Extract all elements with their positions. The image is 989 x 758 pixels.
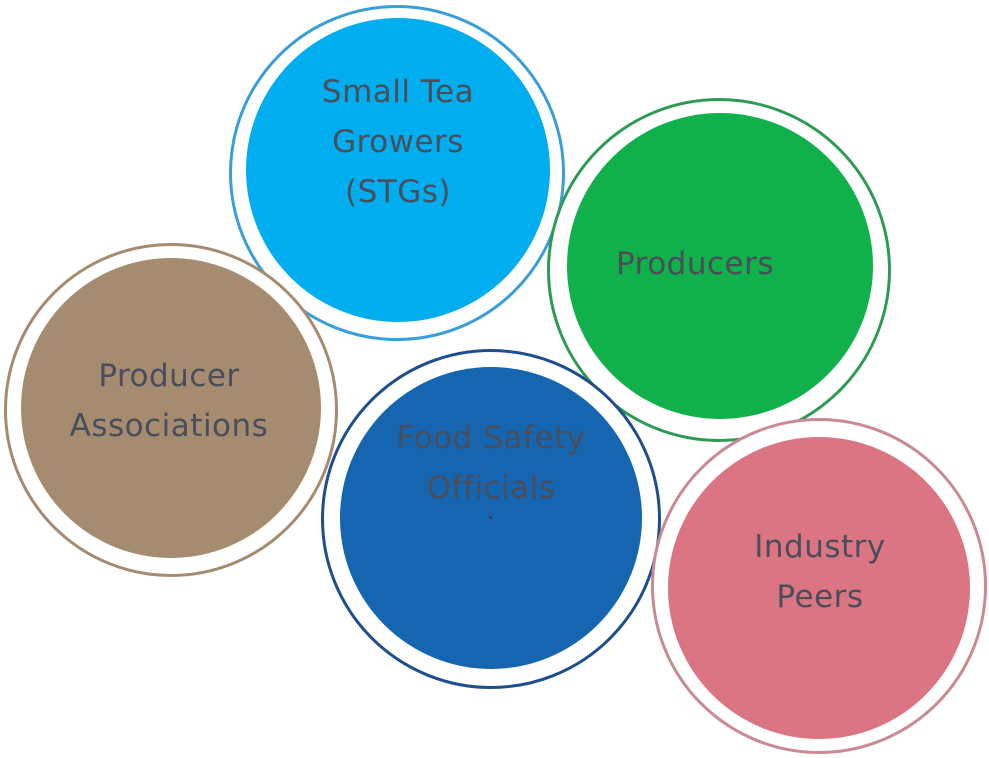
node-disc [246,18,550,322]
node-label: Industry Peers [754,529,886,615]
node-disc [567,113,873,419]
node-label: Producer Associations [69,358,269,444]
node-label: Food Safety Officials [396,420,586,506]
node-disc [668,437,970,739]
node-disc [21,258,321,558]
node-label: Producers [615,246,775,282]
decorative-dot [489,516,492,519]
node-label: Small Tea Growers (STGs) [321,74,475,210]
